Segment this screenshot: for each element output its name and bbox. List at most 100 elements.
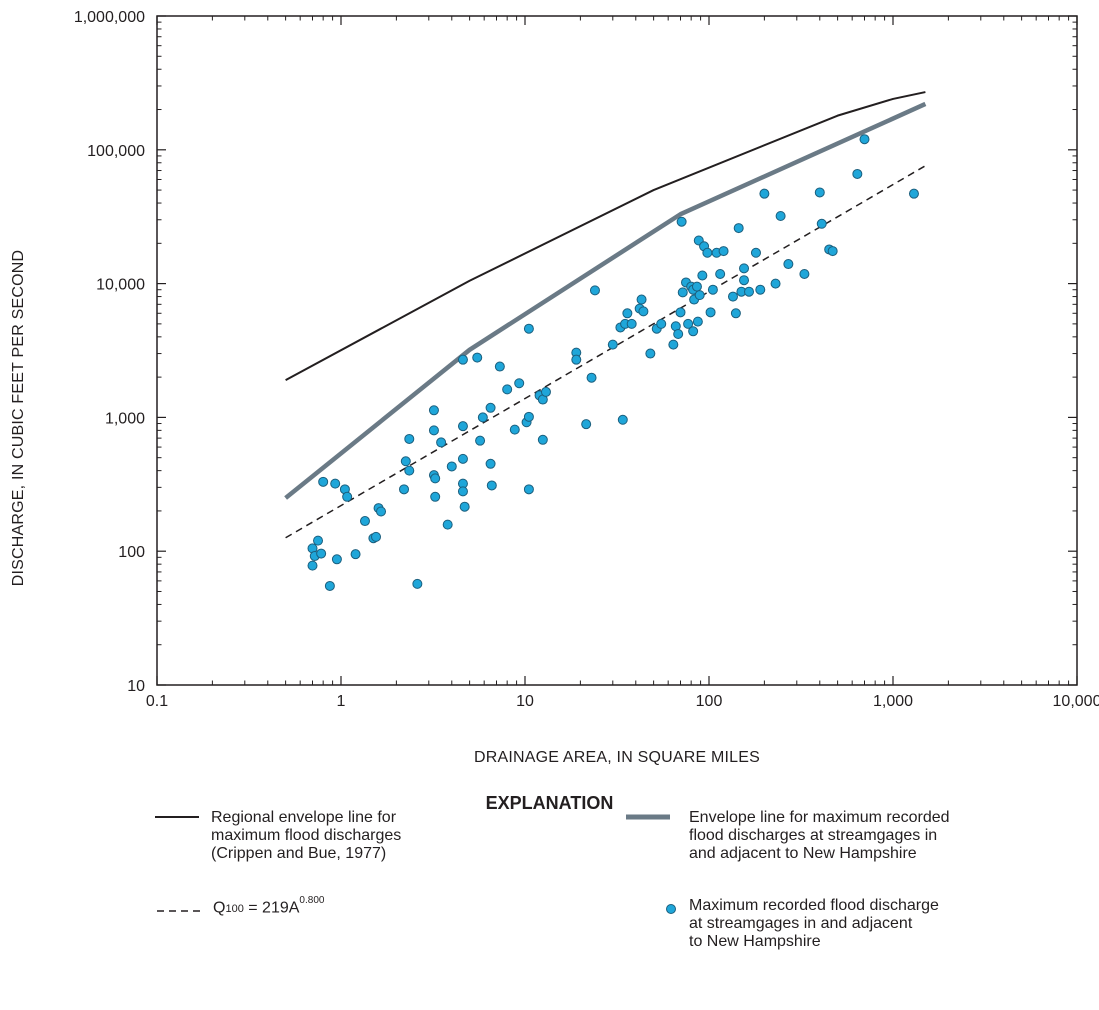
data-point xyxy=(316,548,327,559)
data-point xyxy=(645,348,656,359)
data-point xyxy=(739,275,750,286)
data-point xyxy=(540,386,551,397)
data-point xyxy=(436,437,447,448)
data-point xyxy=(859,134,870,145)
y-tick-label: 10,000 xyxy=(96,277,145,294)
data-point xyxy=(523,323,534,334)
data-point xyxy=(446,461,457,472)
legend-swatch-observed xyxy=(666,904,676,914)
data-point xyxy=(571,354,582,365)
x-tick-label: 10 xyxy=(516,693,534,710)
x-tick-label: 0.1 xyxy=(146,693,168,710)
legend-regression-equation: Q100 = 219A0.800 xyxy=(213,895,325,917)
data-point xyxy=(457,486,468,497)
data-point xyxy=(692,316,703,327)
data-point xyxy=(472,352,483,363)
envelope-line xyxy=(284,101,927,500)
data-point xyxy=(739,263,750,274)
data-point xyxy=(697,270,708,281)
data-point xyxy=(523,411,534,422)
data-point xyxy=(307,560,318,571)
data-point xyxy=(636,294,647,305)
data-points xyxy=(307,134,919,591)
data-point xyxy=(428,405,439,416)
data-point xyxy=(331,554,342,565)
data-point xyxy=(494,361,505,372)
data-point xyxy=(683,318,694,329)
axes xyxy=(156,15,1078,686)
regional-line xyxy=(285,91,926,381)
data-point xyxy=(673,329,684,340)
data-point xyxy=(457,354,468,365)
data-point xyxy=(607,339,618,350)
x-tick-label: 1 xyxy=(337,693,346,710)
data-point xyxy=(412,578,423,589)
data-point xyxy=(589,285,600,296)
data-point xyxy=(586,372,597,383)
explanation-title: EXPLANATION xyxy=(485,793,614,813)
data-point xyxy=(755,284,766,295)
data-point xyxy=(523,484,534,495)
data-point xyxy=(617,414,628,425)
data-point xyxy=(668,339,679,350)
data-point xyxy=(827,246,838,257)
series-lines xyxy=(284,91,927,539)
data-point xyxy=(485,458,496,469)
data-point xyxy=(727,291,738,302)
data-point xyxy=(399,484,410,495)
y-tick-label: 10 xyxy=(127,678,145,695)
data-point xyxy=(677,287,688,298)
data-point xyxy=(459,501,470,512)
plot-frame xyxy=(156,15,1078,686)
legend-swatch-envelope xyxy=(626,814,670,820)
y-tick-label: 100 xyxy=(118,544,145,561)
data-point xyxy=(477,412,488,423)
data-point xyxy=(733,223,744,234)
data-point xyxy=(359,516,370,527)
data-point xyxy=(715,268,726,279)
data-point xyxy=(759,188,770,199)
data-point xyxy=(400,456,411,467)
data-point xyxy=(707,284,718,295)
y-tick-label: 1,000 xyxy=(105,410,145,427)
data-point xyxy=(908,188,919,199)
data-point xyxy=(502,384,513,395)
data-point xyxy=(324,580,335,591)
data-point xyxy=(581,419,592,430)
y-tick-label: 100,000 xyxy=(87,143,145,160)
data-point xyxy=(457,453,468,464)
data-point xyxy=(428,425,439,436)
x-tick-label: 10,000 xyxy=(1053,693,1099,710)
data-point xyxy=(485,402,496,413)
legend-swatch-regional xyxy=(155,816,199,818)
data-point xyxy=(691,281,702,292)
data-point xyxy=(750,247,761,258)
data-point xyxy=(676,216,687,227)
data-point xyxy=(330,478,341,489)
data-point xyxy=(814,187,825,198)
y-tick-label: 1,000,000 xyxy=(74,9,145,26)
data-point xyxy=(775,211,786,222)
data-point xyxy=(313,535,324,546)
data-point xyxy=(457,421,468,432)
data-point xyxy=(638,306,649,317)
data-point xyxy=(430,491,441,502)
data-point xyxy=(656,318,667,329)
data-point xyxy=(442,519,453,530)
equation-rest: = 219A xyxy=(243,899,300,917)
data-point xyxy=(730,308,741,319)
equation-subscript: 100 xyxy=(225,903,244,916)
legend-observed-label: Maximum recorded flood discharge at stre… xyxy=(689,897,939,950)
data-point xyxy=(514,378,525,389)
data-point xyxy=(350,549,361,560)
data-point xyxy=(622,308,633,319)
equation-exponent: 0.800 xyxy=(299,895,325,906)
legend-envelope-label: Envelope line for maximum recorded flood… xyxy=(689,809,950,862)
legend-swatch-regression xyxy=(157,910,201,912)
data-point xyxy=(675,307,686,318)
x-tick-label: 100 xyxy=(696,693,723,710)
data-point xyxy=(318,476,329,487)
data-point xyxy=(376,506,387,517)
data-point xyxy=(694,290,705,301)
